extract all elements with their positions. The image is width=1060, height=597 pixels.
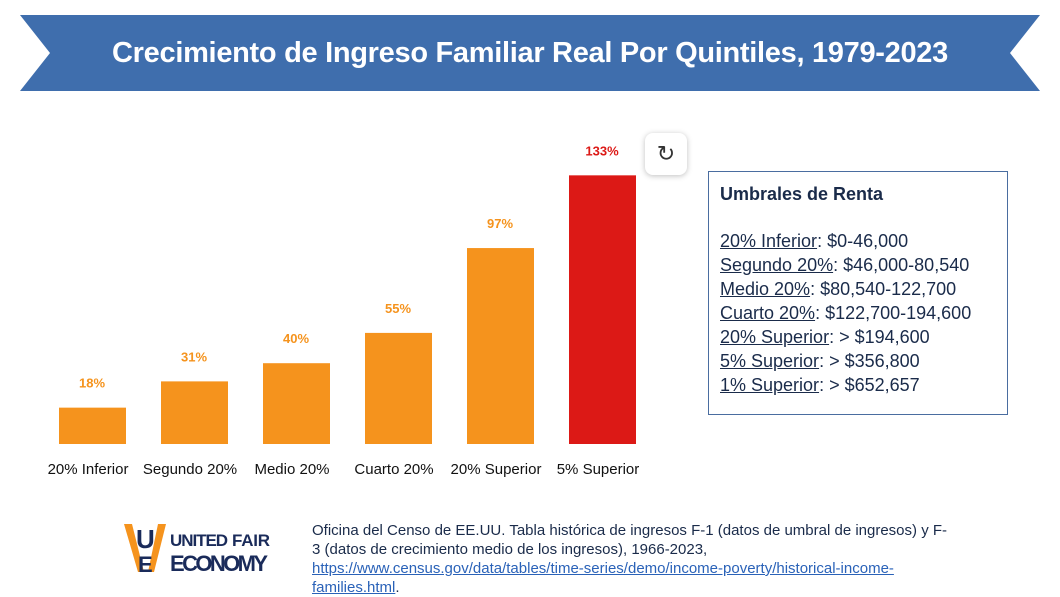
bar[interactable] xyxy=(467,248,534,444)
legend-row-label: 20% Superior xyxy=(720,327,830,347)
bar-chart: 18% 20% Inferior 31% Segundo 20% 40% Medio 20… xyxy=(48,143,640,478)
legend-row-value: : > $194,600 xyxy=(829,327,930,347)
source-link[interactable]: https://www.census.gov/data/tables/time-… xyxy=(312,560,894,596)
legend-row-value: : > $356,800 xyxy=(819,351,920,371)
income-thresholds-legend: Umbrales de Renta 20% Inferior: $0-46,00… xyxy=(708,171,1008,415)
legend-row: Cuarto 20%: $122,700-194,600 xyxy=(720,301,996,325)
category-label: 20% Superior xyxy=(451,461,542,478)
legend-row-label: Segundo 20% xyxy=(720,255,834,275)
category-label: 5% Superior xyxy=(557,461,640,478)
category-label: Cuarto 20% xyxy=(354,461,433,478)
legend-row-label: 1% Superior xyxy=(720,375,820,395)
legend-row-label: 20% Inferior xyxy=(720,231,818,251)
legend-row-label: 5% Superior xyxy=(720,351,820,371)
data-label: 18% xyxy=(79,376,105,391)
legend-row-label: Medio 20% xyxy=(720,279,811,299)
bar[interactable] xyxy=(161,381,228,444)
legend-row: 20% Inferior: $0-46,000 xyxy=(720,229,996,253)
svg-text:U: U xyxy=(136,524,155,554)
svg-text:FAIR: FAIR xyxy=(232,531,270,550)
legend-row-value: : > $652,657 xyxy=(819,375,920,395)
page-title: Crecimiento de Ingreso Familiar Real Por… xyxy=(112,37,948,69)
title-banner xyxy=(20,15,1040,91)
legend-row: 1% Superior: > $652,657 xyxy=(720,373,996,397)
legend-row: Segundo 20%: $46,000-80,540 xyxy=(720,253,996,277)
data-label: 31% xyxy=(181,349,207,364)
source-end: . xyxy=(395,579,400,596)
source-citation: Oficina del Censo de EE.UU. Tabla histór… xyxy=(312,521,952,597)
legend-row: 5% Superior: > $356,800 xyxy=(720,349,996,373)
data-label: 40% xyxy=(283,331,309,346)
data-label: 97% xyxy=(487,216,513,231)
legend-row-label: Cuarto 20% xyxy=(720,303,816,323)
legend-row: 20% Superior: > $194,600 xyxy=(720,325,996,349)
legend-title: Umbrales de Renta xyxy=(720,184,884,204)
svg-text:E: E xyxy=(138,552,153,574)
data-label: 133% xyxy=(585,143,619,158)
refresh-button[interactable]: ↻ xyxy=(645,133,687,175)
legend-row-value: : $122,700-194,600 xyxy=(815,303,972,323)
bar[interactable] xyxy=(263,363,330,444)
legend-row-value: : $80,540-122,700 xyxy=(810,279,957,299)
category-label: Medio 20% xyxy=(254,461,329,478)
legend-row-value: : $46,000-80,540 xyxy=(833,255,970,275)
data-label: 55% xyxy=(385,301,411,316)
bar[interactable] xyxy=(569,175,636,444)
legend-row: Medio 20%: $80,540-122,700 xyxy=(720,277,996,301)
legend-row-value: : $0-46,000 xyxy=(817,231,909,251)
svg-text:UNITED: UNITED xyxy=(170,531,228,550)
ufe-logo: U E UNITED FAIR ECONOMY xyxy=(124,524,270,574)
bar[interactable] xyxy=(365,332,432,444)
refresh-icon: ↻ xyxy=(656,141,676,166)
svg-text:ECONOMY: ECONOMY xyxy=(170,551,268,574)
category-label: Segundo 20% xyxy=(143,461,237,478)
category-label: 20% Inferior xyxy=(48,461,129,478)
source-text: Oficina del Censo de EE.UU. Tabla histór… xyxy=(312,522,948,558)
bar[interactable] xyxy=(59,407,126,444)
